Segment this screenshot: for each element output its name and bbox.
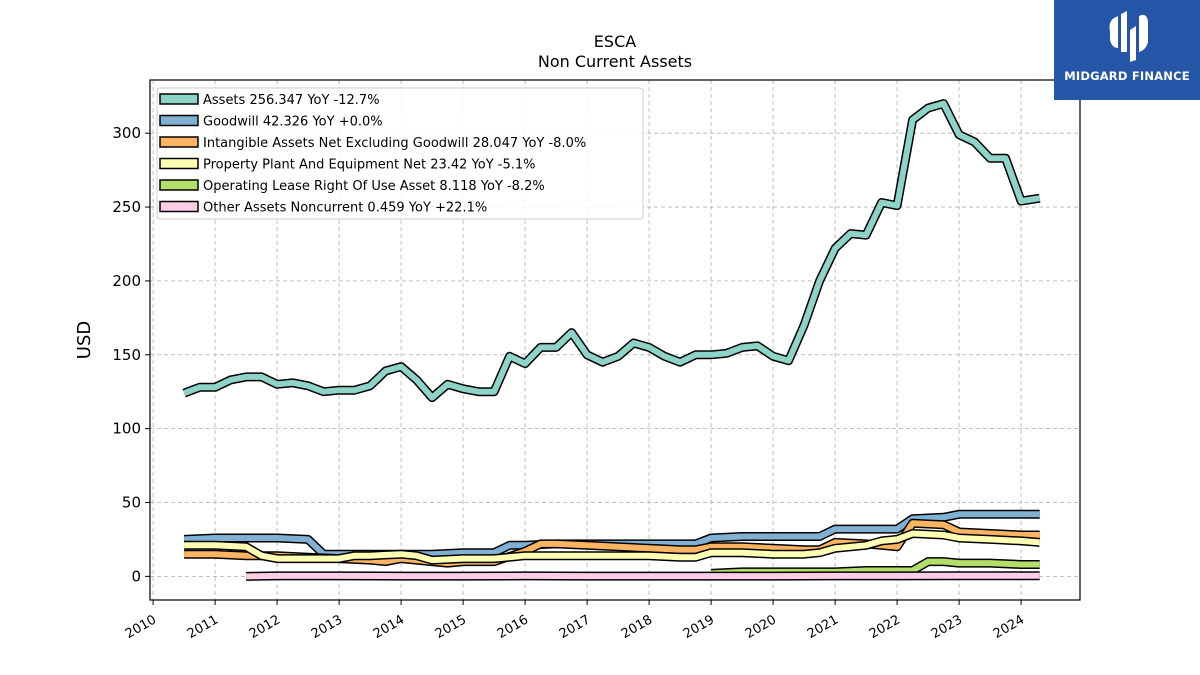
- x-tick-label: 2011: [185, 612, 221, 642]
- legend-entry: Goodwill 42.326 YoY +0.0%: [203, 115, 383, 130]
- chart-title: ESCA: [594, 32, 636, 51]
- legend-swatch: [159, 136, 199, 148]
- x-tick-label: 2014: [371, 612, 407, 642]
- midgard-finance-logo: MIDGARD FINANCE: [1054, 0, 1200, 100]
- x-tick-label: 2012: [247, 612, 283, 642]
- y-tick-label: 250: [112, 198, 141, 216]
- y-tick-label: 300: [112, 124, 141, 142]
- series-5: [246, 571, 1040, 581]
- brand-name: MIDGARD FINANCE: [1064, 69, 1190, 83]
- chart-subtitle: Non Current Assets: [538, 52, 692, 71]
- legend-entry: Intangible Assets Net Excluding Goodwill…: [203, 136, 586, 151]
- y-tick-label: 0: [131, 567, 141, 585]
- series-line: [246, 572, 1040, 580]
- series-0: [182, 99, 1041, 403]
- plot-frame: [149, 79, 1081, 601]
- x-tick-label: 2016: [495, 612, 531, 642]
- series-line: [184, 530, 1040, 564]
- x-tick-label: 2010: [123, 612, 159, 642]
- x-tick-label: 2015: [433, 612, 469, 642]
- x-tick-label: 2018: [619, 612, 655, 642]
- x-tick-label: 2024: [991, 612, 1027, 642]
- legend: Assets 256.347 YoY -12.7% Goodwill 42.326…: [156, 87, 644, 220]
- y-tick-label: 100: [112, 420, 141, 438]
- legend-swatch: [159, 93, 199, 105]
- logo-mark-icon: [1109, 11, 1148, 62]
- legend-swatch: [159, 114, 199, 127]
- legend-swatch: [159, 200, 199, 213]
- series-line: [183, 100, 1041, 401]
- x-tick-label: 2017: [557, 612, 593, 642]
- legend-box: [156, 87, 644, 220]
- y-tick-label: 50: [122, 494, 141, 512]
- y-tick-label: 200: [112, 272, 141, 290]
- x-tick-label: 2021: [805, 612, 841, 642]
- x-tick-label: 2022: [867, 612, 903, 642]
- legend-entry: Assets 256.347 YoY -12.7%: [203, 93, 380, 108]
- x-tick-label: 2019: [681, 612, 717, 642]
- legend-swatch: [159, 179, 199, 191]
- legend-swatch: [159, 157, 199, 170]
- series-layer: [182, 99, 1041, 581]
- legend-entry: Other Assets Noncurrent 0.459 YoY +22.1%: [203, 201, 487, 216]
- y-tick-label: 150: [112, 346, 141, 364]
- x-tick-label: 2023: [929, 612, 965, 642]
- series-3: [184, 529, 1041, 565]
- y-axis-label: USD: [74, 321, 95, 359]
- x-tick-label: 2013: [309, 612, 345, 642]
- x-tick-label: 2020: [743, 612, 779, 642]
- legend-entry: Property Plant And Equipment Net 23.42 Y…: [203, 158, 536, 173]
- legend-entry: Operating Lease Right Of Use Asset 8.118…: [203, 179, 545, 194]
